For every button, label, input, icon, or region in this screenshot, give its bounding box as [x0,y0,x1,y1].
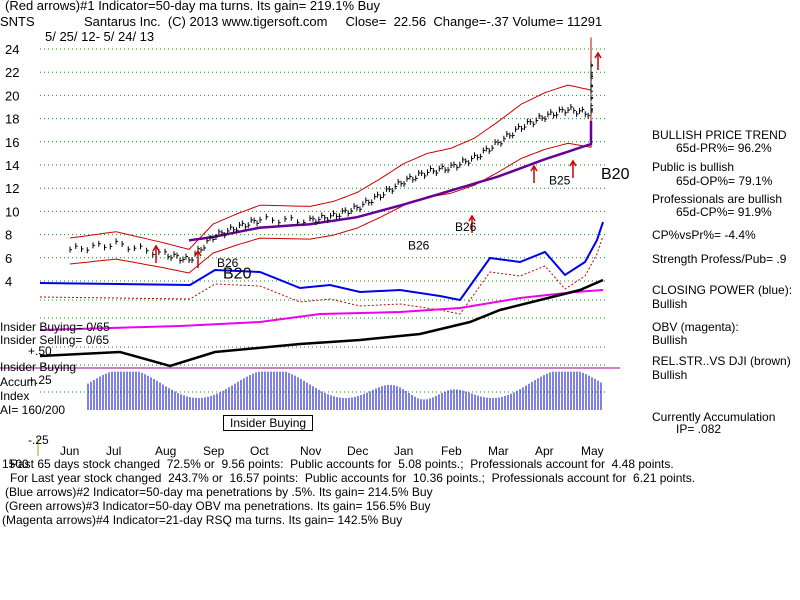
footer-line-4: (Green arrows)#3 Indicator=50-day OBV ma… [5,499,431,513]
footer-line-5: (Magenta arrows)#4 Indicator=21-day RSQ … [2,513,403,527]
y-tick-label: 8 [5,228,12,243]
signal-annotation: B26 [455,220,477,234]
ai-value: AI= 160/200 [0,403,66,417]
y-tick-label: 14 [5,158,19,173]
pros-bullish: Professionals are bullish [652,192,783,206]
signal-annotation: B26 [217,256,239,270]
stock-info: Santarus Inc. (C) 2013 www.tigersoft.com… [84,14,603,29]
pr-value: 65d-PR%= 96.2% [676,141,772,155]
x-tick-label: Jan [394,444,413,458]
x-tick-label: Dec [347,444,368,458]
footer-line-2: For Last year stock changed 243.7% or 16… [10,471,696,485]
relstr-label: REL.STR..VS DJI (brown) [652,354,791,368]
y-tick-label: 24 [5,42,19,57]
closing-power-line [39,221,604,302]
strength-value: Strength Profess/Pub= .9 [652,252,787,266]
accum-m25: -.25 [28,433,49,447]
footer-line-3: (Blue arrows)#2 Indicator=50-day ma pene… [5,485,433,499]
y-tick-label: 6 [5,251,12,266]
signal-annotation: B25 [549,174,571,188]
y-tick-label: 18 [5,112,19,127]
closing-power-ma-line [39,235,604,315]
ip-value: IP= .082 [676,422,722,436]
insider-buying-count: Insider Buying= 0/65 [0,320,110,334]
ticker-symbol: SNTS [0,14,35,29]
accumulation-status: Currently Accumulation [652,410,776,424]
obv-label: OBV (magenta): [652,320,739,334]
x-tick-label: Mar [488,444,509,458]
buy-arrow-head [152,244,160,252]
y-tick-label: 10 [5,204,19,219]
x-tick-label: Jul [106,444,121,458]
x-tick-label: Apr [535,444,554,458]
x-tick-label: Sep [203,444,225,458]
accum-p25: +.25 [28,373,52,387]
op-value: 65d-OP%= 79.1% [676,174,773,188]
insider-buying-box: Insider Buying [223,415,314,431]
buy-arrow-head [569,159,577,167]
obv-value: Bullish [652,333,688,347]
x-tick-label: Nov [300,444,321,458]
buy-arrow-head [468,214,476,222]
x-tick-label: Aug [155,444,176,458]
y-tick-label: 16 [5,135,19,150]
cp-value: 65d-CP%= 91.9% [676,205,772,219]
indicator-1-text: (Red arrows)#1 Indicator=50-day ma turns… [5,0,381,13]
x-tick-label: Feb [441,444,462,458]
signal-annotation: B20 [223,266,252,283]
public-bullish: Public is bullish [652,160,735,174]
obv-line [39,289,604,331]
insider-selling-count: Insider Selling= 0/65 [0,333,110,347]
y-tick-label: 20 [5,88,19,103]
y-tick-label: 4 [5,274,12,289]
y-tick-label: 12 [5,181,19,196]
buy-arrow-head [594,51,602,59]
y-tick-label: 22 [5,65,19,80]
ma50-line [188,120,593,242]
signal-annotation: B20 [601,166,630,183]
signal-annotation: B26 [408,239,430,253]
upper-band-line [69,37,592,250]
cp-vs-pr: CP%vsPr%= -4.4% [652,228,756,242]
closing-power-value: Bullish [652,297,688,311]
closing-power-label: CLOSING POWER (blue): [652,283,793,297]
x-tick-label: Oct [250,444,269,458]
buy-arrow-head [530,164,538,172]
accum-label: Accum [0,375,37,389]
accum-p50: +.50 [28,344,52,358]
lower-band-line [69,105,592,274]
footer-overlap: 1500 [2,457,29,471]
relstr-line [39,278,604,368]
bullish-price-trend: BULLISH PRICE TREND [652,128,787,142]
x-tick-label: Jun [60,444,79,458]
relstr-value: Bullish [652,368,688,382]
x-tick-label: May [581,444,604,458]
insider-buying-label: Insider Buying [0,360,77,374]
buy-arrow-head [194,249,202,257]
footer-line-1: Past 65 days stock changed 72.5% or 9.56… [10,457,674,471]
index-label: Index [0,389,30,403]
date-range: 5/ 25/ 12- 5/ 24/ 13 [45,29,155,44]
